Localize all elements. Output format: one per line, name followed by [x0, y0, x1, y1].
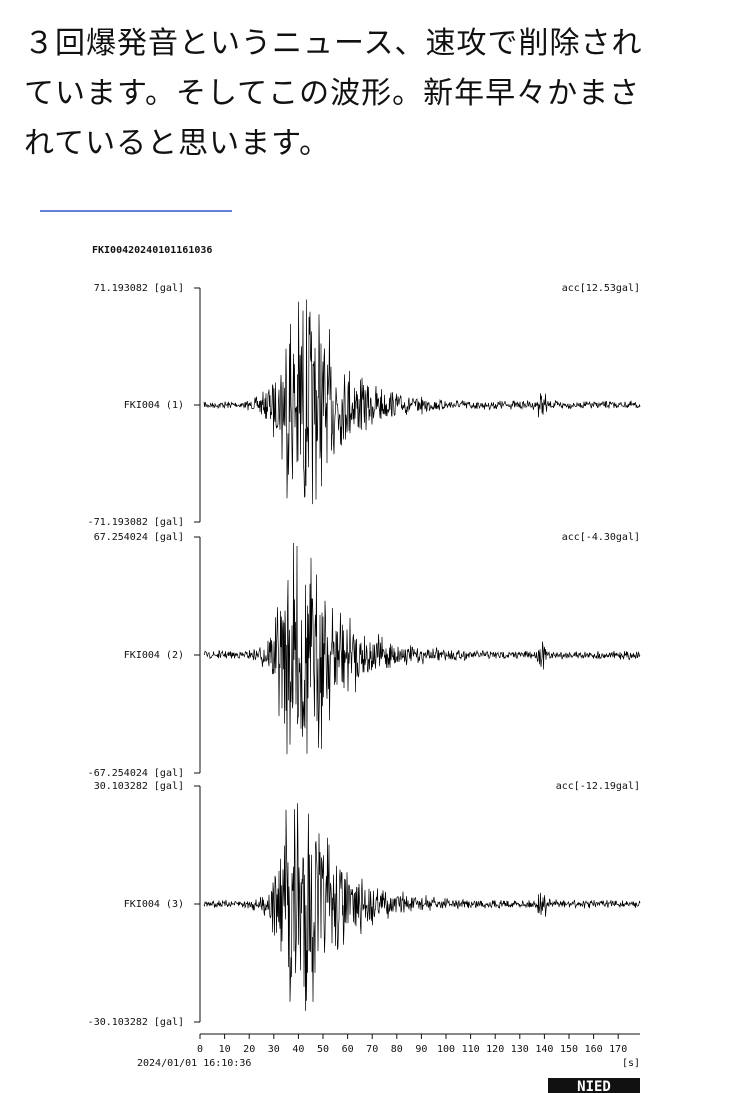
x-tick-label: 160 [585, 1044, 603, 1055]
x-tick-label: 90 [415, 1044, 427, 1055]
min-label: -67.254024 [gal] [88, 768, 184, 779]
channel-label: FKI004 (2) [124, 650, 184, 661]
waveform [204, 543, 640, 754]
x-tick-label: 130 [511, 1044, 529, 1055]
acc-label: acc[-12.19gal] [556, 781, 640, 792]
x-tick-label: 50 [317, 1044, 329, 1055]
x-tick-label: 20 [243, 1044, 255, 1055]
x-tick-label: 120 [486, 1044, 504, 1055]
x-tick-label: 110 [462, 1044, 480, 1055]
acc-label: acc[-4.30gal] [562, 532, 640, 543]
logo: NIED [577, 1079, 611, 1093]
x-tick-label: 140 [535, 1044, 553, 1055]
max-label: 71.193082 [gal] [94, 283, 184, 294]
x-tick-label: 150 [560, 1044, 578, 1055]
acc-label: acc[12.53gal] [562, 283, 640, 294]
waveform [204, 300, 640, 505]
x-tick-label: 170 [609, 1044, 627, 1055]
x-unit: [s] [622, 1058, 640, 1069]
min-label: -71.193082 [gal] [88, 517, 184, 528]
figure-title: FKI00420240101161036 [92, 245, 212, 256]
x-tick-label: 40 [292, 1044, 304, 1055]
x-tick-label: 60 [342, 1044, 354, 1055]
x-tick-label: 30 [268, 1044, 280, 1055]
waveform [204, 803, 640, 1011]
start-time: 2024/01/01 16:10:36 [137, 1058, 251, 1069]
max-label: 30.103282 [gal] [94, 781, 184, 792]
x-tick-label: 70 [366, 1044, 378, 1055]
x-tick-label: 100 [437, 1044, 455, 1055]
channel-label: FKI004 (3) [124, 899, 184, 910]
x-tick-label: 10 [219, 1044, 231, 1055]
x-tick-label: 80 [391, 1044, 403, 1055]
max-label: 67.254024 [gal] [94, 532, 184, 543]
x-tick-label: 0 [197, 1044, 203, 1055]
min-label: -30.103282 [gal] [88, 1017, 184, 1028]
channel-label: FKI004 (1) [124, 400, 184, 411]
